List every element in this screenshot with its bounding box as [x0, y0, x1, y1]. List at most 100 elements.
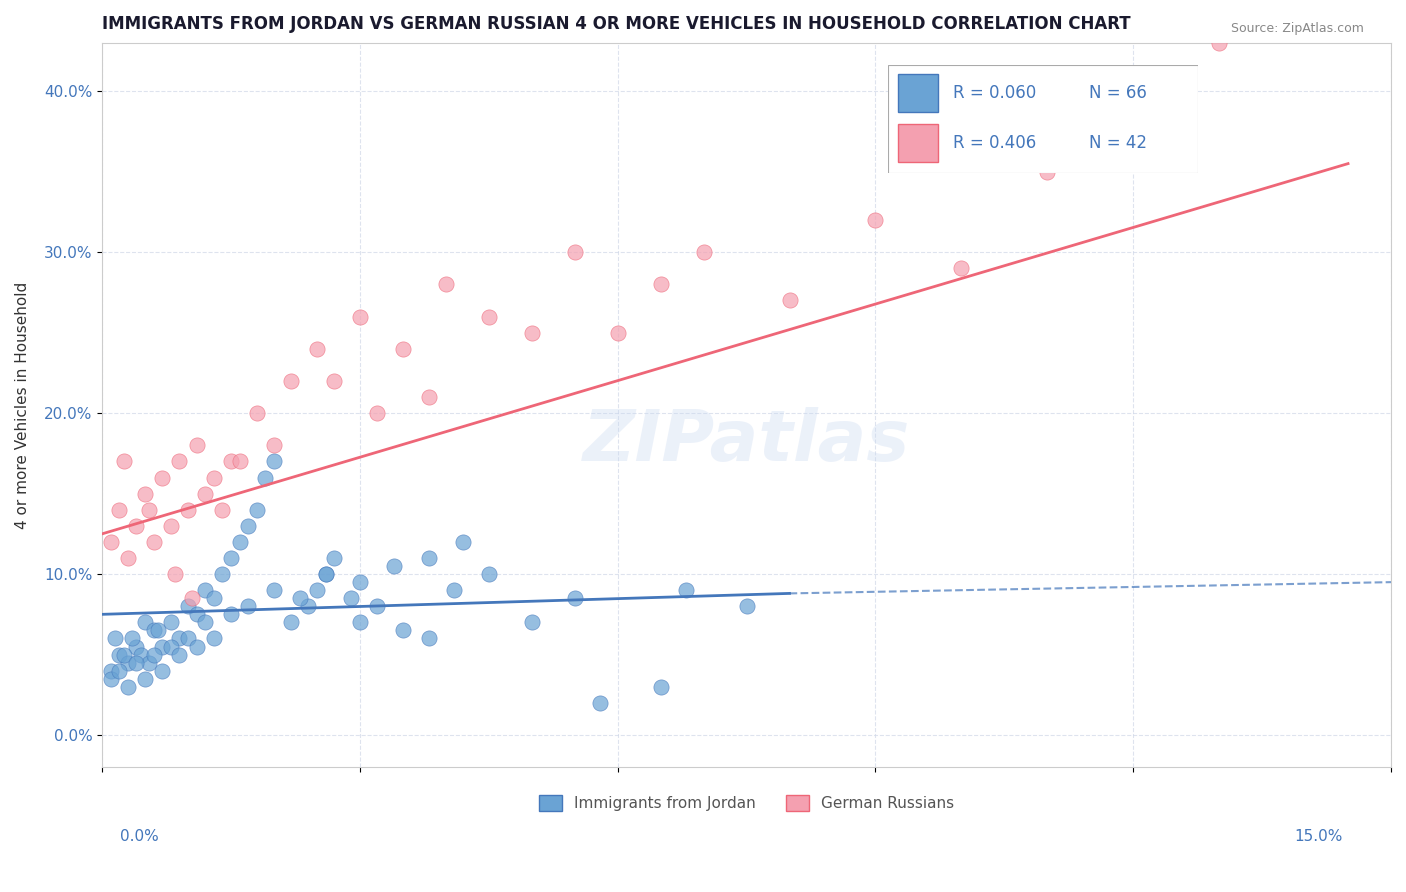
Point — [392, 624, 415, 638]
Point — [418, 632, 440, 646]
Point — [150, 664, 173, 678]
Point — [219, 454, 242, 468]
Point — [186, 640, 208, 654]
Point — [692, 245, 714, 260]
Point — [194, 615, 217, 630]
Point — [117, 680, 139, 694]
Point — [443, 583, 465, 598]
Point — [112, 454, 135, 468]
Point — [100, 535, 122, 549]
Point — [186, 438, 208, 452]
Point — [418, 551, 440, 566]
Point — [382, 559, 405, 574]
Text: ZIPatlas: ZIPatlas — [583, 407, 910, 475]
Point — [779, 293, 801, 308]
Point — [211, 567, 233, 582]
Point — [125, 656, 148, 670]
Point — [108, 664, 131, 678]
Point — [392, 342, 415, 356]
Point — [478, 567, 501, 582]
Point — [108, 502, 131, 516]
Text: 0.0%: 0.0% — [120, 830, 159, 844]
Point — [246, 406, 269, 420]
Point — [169, 454, 191, 468]
Point — [263, 583, 285, 598]
Point — [520, 326, 543, 340]
Point — [589, 696, 612, 710]
Point — [280, 374, 302, 388]
Point — [138, 656, 160, 670]
Point — [675, 583, 697, 598]
Point — [735, 599, 758, 614]
Point — [121, 632, 143, 646]
Point — [169, 632, 191, 646]
Point — [1122, 84, 1144, 98]
Legend: Immigrants from Jordan, German Russians: Immigrants from Jordan, German Russians — [533, 789, 960, 818]
Point — [117, 656, 139, 670]
Point — [865, 213, 887, 227]
Point — [165, 567, 187, 582]
Point — [950, 261, 973, 276]
Point — [315, 567, 337, 582]
Point — [451, 535, 474, 549]
Y-axis label: 4 or more Vehicles in Household: 4 or more Vehicles in Household — [15, 282, 30, 529]
Point — [142, 535, 165, 549]
Point — [349, 615, 371, 630]
Point — [246, 502, 269, 516]
Point — [340, 591, 363, 606]
Point — [349, 575, 371, 590]
Point — [125, 640, 148, 654]
Text: IMMIGRANTS FROM JORDAN VS GERMAN RUSSIAN 4 OR MORE VEHICLES IN HOUSEHOLD CORRELA: IMMIGRANTS FROM JORDAN VS GERMAN RUSSIAN… — [103, 15, 1130, 33]
Point — [650, 680, 672, 694]
Point — [160, 640, 183, 654]
Point — [194, 583, 217, 598]
Point — [104, 632, 127, 646]
Point — [181, 591, 204, 606]
Point — [288, 591, 311, 606]
Point — [650, 277, 672, 292]
Point — [186, 607, 208, 622]
Point — [142, 648, 165, 662]
Point — [211, 502, 233, 516]
Point — [100, 672, 122, 686]
Point — [117, 551, 139, 566]
Point — [177, 502, 200, 516]
Point — [280, 615, 302, 630]
Point — [254, 470, 277, 484]
Point — [134, 672, 156, 686]
Point — [305, 342, 328, 356]
Point — [305, 583, 328, 598]
Point — [1036, 164, 1059, 178]
Point — [177, 599, 200, 614]
Point — [177, 632, 200, 646]
Point — [125, 518, 148, 533]
Point — [202, 591, 225, 606]
Point — [238, 518, 260, 533]
Point — [564, 245, 586, 260]
Point — [520, 615, 543, 630]
Point — [434, 277, 457, 292]
Point — [219, 607, 242, 622]
Point — [349, 310, 371, 324]
Point — [202, 470, 225, 484]
Point — [150, 640, 173, 654]
Point — [263, 454, 285, 468]
Point — [100, 664, 122, 678]
Point — [263, 438, 285, 452]
Point — [112, 648, 135, 662]
Point — [564, 591, 586, 606]
Point — [1208, 36, 1230, 50]
Point — [160, 518, 183, 533]
Point — [323, 374, 346, 388]
Point — [129, 648, 152, 662]
Point — [142, 624, 165, 638]
Point — [160, 615, 183, 630]
Point — [418, 390, 440, 404]
Point — [134, 615, 156, 630]
Point — [366, 599, 388, 614]
Point — [228, 454, 250, 468]
Point — [194, 486, 217, 500]
Point — [219, 551, 242, 566]
Point — [228, 535, 250, 549]
Point — [146, 624, 169, 638]
